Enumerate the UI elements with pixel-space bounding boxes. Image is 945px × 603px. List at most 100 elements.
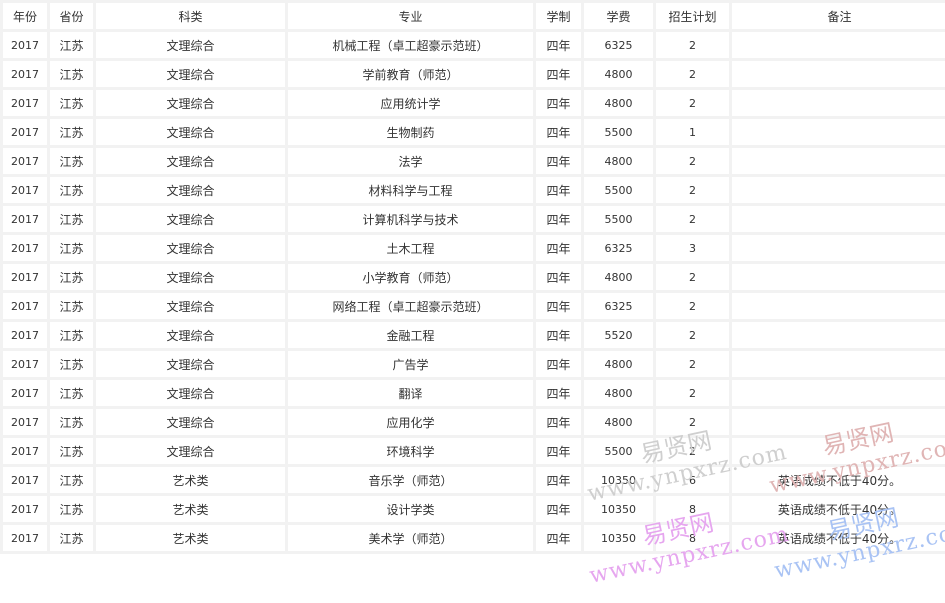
table-row: 2017 江苏 文理综合 法学 四年 4800 2 <box>0 145 945 177</box>
cell-duration: 四年 <box>533 232 584 264</box>
cell-tuition: 10350 <box>581 464 656 496</box>
cell-major: 学前教育（师范） <box>285 58 536 90</box>
cell-year: 2017 <box>0 58 50 90</box>
column-header-quota: 招生计划 <box>653 0 732 32</box>
table-row: 2017 江苏 文理综合 广告学 四年 4800 2 <box>0 348 945 380</box>
table-row: 2017 江苏 文理综合 生物制药 四年 5500 1 <box>0 116 945 148</box>
cell-tuition: 5500 <box>581 116 656 148</box>
cell-year: 2017 <box>0 232 50 264</box>
table-row: 2017 江苏 文理综合 计算机科学与技术 四年 5500 2 <box>0 203 945 235</box>
cell-tuition: 5520 <box>581 319 656 351</box>
cell-quota: 2 <box>653 174 732 206</box>
cell-remark <box>729 29 945 61</box>
cell-tuition: 4800 <box>581 377 656 409</box>
cell-category: 文理综合 <box>93 116 288 148</box>
cell-remark <box>729 58 945 90</box>
cell-quota: 2 <box>653 261 732 293</box>
cell-tuition: 4800 <box>581 348 656 380</box>
cell-remark <box>729 319 945 351</box>
cell-quota: 2 <box>653 29 732 61</box>
cell-province: 江苏 <box>47 174 96 206</box>
cell-remark <box>729 435 945 467</box>
table-row: 2017 江苏 文理综合 小学教育（师范） 四年 4800 2 <box>0 261 945 293</box>
cell-tuition: 10350 <box>581 522 656 554</box>
table-row: 2017 江苏 艺术类 设计学类 四年 10350 8 英语成绩不低于40分。 <box>0 493 945 525</box>
cell-duration: 四年 <box>533 29 584 61</box>
cell-quota: 2 <box>653 377 732 409</box>
cell-quota: 3 <box>653 232 732 264</box>
cell-remark <box>729 116 945 148</box>
cell-year: 2017 <box>0 406 50 438</box>
cell-duration: 四年 <box>533 406 584 438</box>
cell-year: 2017 <box>0 493 50 525</box>
cell-tuition: 4800 <box>581 406 656 438</box>
cell-major: 音乐学（师范） <box>285 464 536 496</box>
table-row: 2017 江苏 文理综合 应用化学 四年 4800 2 <box>0 406 945 438</box>
cell-year: 2017 <box>0 522 50 554</box>
cell-quota: 8 <box>653 522 732 554</box>
cell-tuition: 4800 <box>581 145 656 177</box>
cell-tuition: 5500 <box>581 174 656 206</box>
cell-category: 文理综合 <box>93 29 288 61</box>
cell-quota: 6 <box>653 464 732 496</box>
cell-duration: 四年 <box>533 58 584 90</box>
column-header-year: 年份 <box>0 0 50 32</box>
cell-quota: 2 <box>653 58 732 90</box>
table-row: 2017 江苏 文理综合 金融工程 四年 5520 2 <box>0 319 945 351</box>
cell-province: 江苏 <box>47 348 96 380</box>
cell-tuition: 4800 <box>581 58 656 90</box>
cell-duration: 四年 <box>533 261 584 293</box>
admission-plan-table: 年份 省份 科类 专业 学制 学费 招生计划 备注 2017 江苏 文理综合 机械工程（卓工超豪示范… <box>0 0 945 554</box>
column-header-category: 科类 <box>93 0 288 32</box>
table-row: 2017 江苏 文理综合 应用统计学 四年 4800 2 <box>0 87 945 119</box>
cell-category: 文理综合 <box>93 232 288 264</box>
cell-province: 江苏 <box>47 435 96 467</box>
cell-duration: 四年 <box>533 319 584 351</box>
cell-remark: 英语成绩不低于40分。 <box>729 522 945 554</box>
cell-category: 文理综合 <box>93 435 288 467</box>
cell-province: 江苏 <box>47 406 96 438</box>
cell-major: 应用统计学 <box>285 87 536 119</box>
table-row: 2017 江苏 艺术类 美术学（师范） 四年 10350 8 英语成绩不低于40分。 <box>0 522 945 554</box>
cell-tuition: 6325 <box>581 232 656 264</box>
cell-major: 生物制药 <box>285 116 536 148</box>
cell-year: 2017 <box>0 290 50 322</box>
cell-category: 文理综合 <box>93 58 288 90</box>
cell-tuition: 5500 <box>581 435 656 467</box>
cell-quota: 2 <box>653 406 732 438</box>
cell-remark: 英语成绩不低于40分。 <box>729 493 945 525</box>
cell-major: 计算机科学与技术 <box>285 203 536 235</box>
cell-year: 2017 <box>0 464 50 496</box>
cell-province: 江苏 <box>47 232 96 264</box>
cell-duration: 四年 <box>533 522 584 554</box>
cell-year: 2017 <box>0 435 50 467</box>
cell-duration: 四年 <box>533 87 584 119</box>
cell-remark <box>729 174 945 206</box>
cell-major: 翻译 <box>285 377 536 409</box>
cell-major: 材料科学与工程 <box>285 174 536 206</box>
cell-remark <box>729 203 945 235</box>
cell-province: 江苏 <box>47 203 96 235</box>
cell-quota: 2 <box>653 203 732 235</box>
table-row: 2017 江苏 文理综合 学前教育（师范） 四年 4800 2 <box>0 58 945 90</box>
cell-duration: 四年 <box>533 493 584 525</box>
cell-remark <box>729 348 945 380</box>
cell-category: 艺术类 <box>93 522 288 554</box>
cell-major: 机械工程（卓工超豪示范班） <box>285 29 536 61</box>
cell-category: 文理综合 <box>93 87 288 119</box>
cell-year: 2017 <box>0 145 50 177</box>
cell-category: 文理综合 <box>93 261 288 293</box>
cell-province: 江苏 <box>47 290 96 322</box>
cell-major: 网络工程（卓工超豪示范班） <box>285 290 536 322</box>
cell-remark <box>729 261 945 293</box>
cell-remark <box>729 290 945 322</box>
cell-year: 2017 <box>0 116 50 148</box>
cell-province: 江苏 <box>47 58 96 90</box>
cell-duration: 四年 <box>533 435 584 467</box>
cell-province: 江苏 <box>47 116 96 148</box>
cell-major: 环境科学 <box>285 435 536 467</box>
cell-tuition: 5500 <box>581 203 656 235</box>
cell-major: 金融工程 <box>285 319 536 351</box>
cell-major: 设计学类 <box>285 493 536 525</box>
cell-major: 土木工程 <box>285 232 536 264</box>
